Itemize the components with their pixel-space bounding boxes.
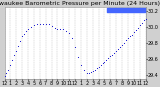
- Point: [133, 32, 135, 33]
- Point: [107, 57, 110, 58]
- Point: [111, 54, 114, 55]
- Point: [83, 69, 85, 70]
- Point: [62, 28, 65, 30]
- Point: [144, 18, 147, 19]
- Point: [131, 34, 133, 35]
- Point: [7, 69, 10, 70]
- Point: [117, 48, 120, 50]
- Point: [44, 23, 47, 24]
- Point: [125, 40, 127, 41]
- Point: [56, 28, 59, 30]
- Point: [89, 71, 92, 73]
- Point: [11, 60, 14, 61]
- Point: [80, 64, 82, 66]
- Point: [103, 61, 106, 62]
- Point: [25, 31, 27, 32]
- Point: [92, 71, 94, 72]
- Point: [105, 60, 108, 61]
- Point: [119, 47, 121, 48]
- Point: [74, 46, 76, 47]
- Point: [109, 56, 112, 57]
- Title: Milwaukee Barometric Pressure per Minute (24 Hours): Milwaukee Barometric Pressure per Minute…: [0, 1, 160, 6]
- Point: [99, 64, 102, 66]
- Point: [129, 36, 131, 37]
- Point: [88, 72, 90, 74]
- Point: [86, 72, 88, 74]
- Point: [123, 42, 125, 43]
- Point: [115, 51, 118, 52]
- Point: [9, 64, 12, 66]
- Point: [3, 75, 6, 77]
- Point: [27, 28, 29, 30]
- Point: [50, 25, 53, 27]
- Point: [140, 22, 143, 23]
- Point: [121, 44, 123, 46]
- Point: [15, 50, 18, 51]
- Point: [13, 55, 16, 56]
- Point: [127, 37, 129, 39]
- Point: [97, 66, 100, 67]
- Point: [135, 29, 137, 31]
- Point: [47, 24, 50, 25]
- Point: [68, 32, 71, 34]
- Point: [113, 52, 116, 54]
- Point: [33, 24, 35, 26]
- Point: [23, 33, 25, 35]
- Point: [5, 72, 8, 74]
- Point: [142, 20, 145, 21]
- Point: [136, 27, 139, 28]
- Point: [95, 67, 98, 69]
- Point: [21, 36, 23, 37]
- Point: [77, 56, 79, 58]
- Point: [53, 27, 56, 28]
- Point: [19, 40, 21, 42]
- Point: [65, 30, 68, 31]
- Point: [139, 24, 141, 26]
- Point: [93, 69, 96, 70]
- Point: [41, 23, 44, 24]
- Point: [101, 63, 104, 64]
- Point: [17, 45, 20, 47]
- Point: [39, 23, 41, 24]
- Point: [30, 26, 32, 27]
- Point: [36, 24, 38, 25]
- Point: [71, 37, 73, 39]
- Point: [59, 28, 62, 30]
